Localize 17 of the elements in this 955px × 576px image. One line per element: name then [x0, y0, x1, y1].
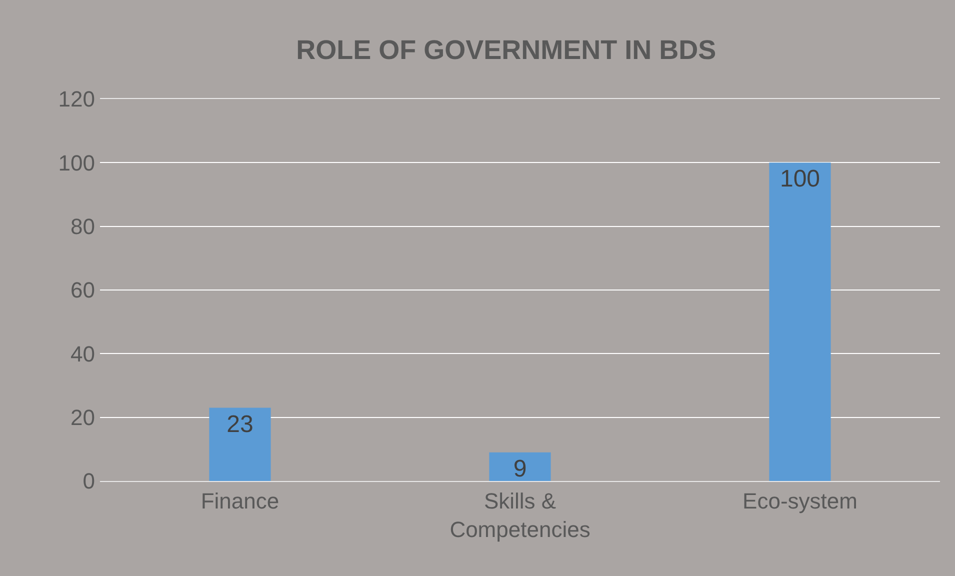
x-tick-label: Eco-system [742, 488, 858, 514]
data-label: 23 [226, 410, 254, 438]
bar [769, 162, 831, 481]
y-tick-label: 120 [58, 86, 95, 112]
y-tick-label: 100 [58, 150, 95, 176]
y-tick-label: 0 [82, 468, 95, 494]
x-tick-label: Skills & Competencies [450, 488, 590, 542]
data-label: 9 [513, 455, 527, 482]
y-tick-label: 80 [70, 214, 95, 240]
chart-title: ROLE OF GOVERNMENT IN BDS [296, 35, 716, 66]
bar [489, 452, 551, 481]
y-tick-label: 40 [70, 341, 95, 366]
x-tick-label: Finance [200, 488, 280, 514]
y-tick-label: 20 [70, 405, 95, 430]
y-tick-label: 60 [70, 278, 95, 303]
data-label: 100 [780, 166, 820, 193]
bar [209, 408, 271, 481]
